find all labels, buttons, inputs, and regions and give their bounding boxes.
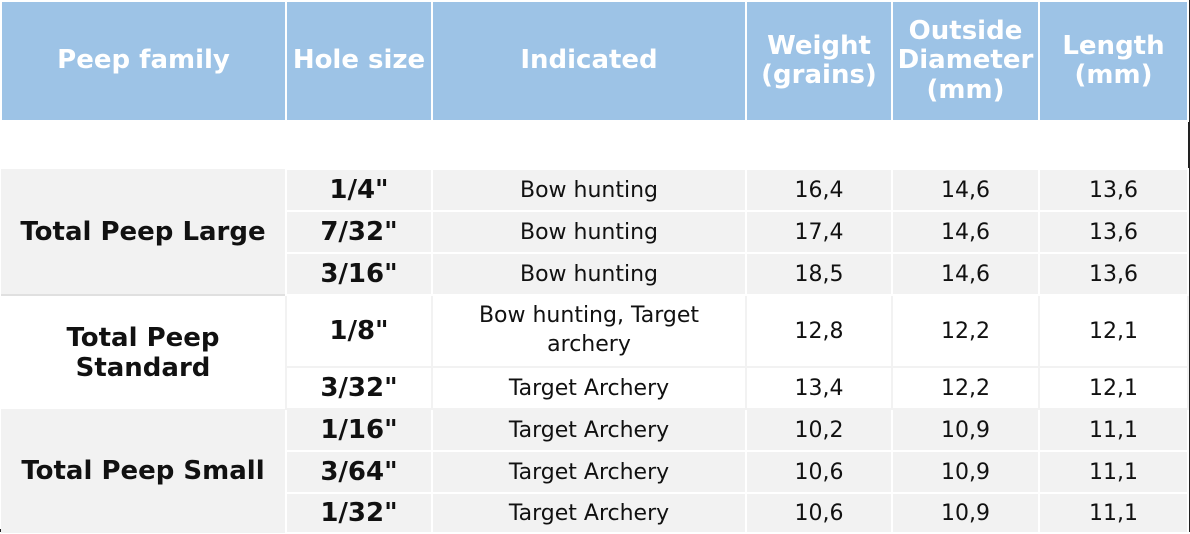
indicated-cell: Target Archery [431, 366, 747, 410]
weight-cell: 12,8 [745, 294, 893, 368]
length-cell: 13,6 [1038, 210, 1189, 254]
table-row: 7/32" Bow hunting 17,4 14,6 13,6 [1, 210, 1189, 254]
weight-cell: 18,5 [745, 252, 893, 296]
hole-size-cell: 1/16" [285, 408, 433, 452]
family-cell: Total Peep Large [1, 169, 287, 295]
weight-cell: 16,4 [745, 168, 893, 212]
header-length: Length (mm) [1038, 0, 1189, 122]
header-weight: Weight (grains) [745, 0, 893, 122]
header-hole-size: Hole size [285, 0, 433, 122]
table-row: 3/32" Target Archery 13,4 12,2 12,1 [1, 366, 1189, 410]
weight-cell: 10,6 [745, 450, 893, 494]
family-cell: Total Peep Standard [1, 294, 287, 409]
indicated-cell: Bow hunting [431, 210, 747, 254]
weight-cell: 10,6 [745, 492, 893, 534]
header-peep-family: Peep family [0, 0, 287, 122]
length-cell: 12,1 [1038, 366, 1189, 410]
indicated-cell: Bow hunting, Target archery [431, 294, 747, 368]
hole-size-cell: 1/4" [285, 168, 433, 212]
diameter-cell: 10,9 [891, 492, 1040, 534]
diameter-cell: 10,9 [891, 408, 1040, 452]
group-small: Total Peep Small 1/16" Target Archery 10… [1, 408, 1189, 534]
group-large: Total Peep Large 1/4" Bow hunting 16,4 1… [1, 168, 1189, 296]
header-row: Peep family Hole size Indicated Weight (… [0, 0, 1189, 122]
diameter-cell: 12,2 [891, 294, 1040, 368]
weight-cell: 10,2 [745, 408, 893, 452]
family-cell: Total Peep Small [1, 409, 287, 533]
indicated-cell: Bow hunting [431, 168, 747, 212]
length-cell: 13,6 [1038, 168, 1189, 212]
length-cell: 11,1 [1038, 492, 1189, 534]
hole-size-cell: 7/32" [285, 210, 433, 254]
table-row: Total Peep Standard 1/8" Bow hunting, Ta… [1, 294, 1189, 409]
diameter-cell: 10,9 [891, 450, 1040, 494]
hole-size-cell: 3/16" [285, 252, 433, 296]
indicated-cell: Target Archery [431, 492, 747, 534]
header-outside-diameter: Outside Diameter (mm) [891, 0, 1040, 122]
spacer-body [1, 121, 1188, 169]
hole-size-cell: 3/64" [285, 450, 433, 494]
length-cell: 11,1 [1038, 450, 1189, 494]
table-row: 1/32" Target Archery 10,6 10,9 11,1 [1, 492, 1189, 534]
length-cell: 11,1 [1038, 408, 1189, 452]
hole-size-cell: 3/32" [285, 366, 433, 410]
diameter-cell: 12,2 [891, 366, 1040, 410]
indicated-cell: Target Archery [431, 408, 747, 452]
spacer-row [1, 121, 1188, 169]
length-cell: 13,6 [1038, 252, 1189, 296]
hole-size-cell: 1/8" [285, 294, 433, 368]
header-indicated: Indicated [431, 0, 747, 122]
weight-cell: 17,4 [745, 210, 893, 254]
table-row: Total Peep Small 1/16" Target Archery 10… [1, 408, 1189, 533]
weight-cell: 13,4 [745, 366, 893, 410]
table-row: 3/16" Bow hunting 18,5 14,6 13,6 [1, 252, 1189, 296]
indicated-text: Bow hunting, Target archery [478, 303, 700, 357]
diameter-cell: 14,6 [891, 210, 1040, 254]
group-standard: Total Peep Standard 1/8" Bow hunting, Ta… [1, 294, 1189, 410]
table-row: 3/64" Target Archery 10,6 10,9 11,1 [1, 450, 1189, 494]
diameter-cell: 14,6 [891, 252, 1040, 296]
hole-size-cell: 1/32" [285, 492, 433, 534]
length-cell: 12,1 [1038, 294, 1189, 368]
indicated-cell: Target Archery [431, 450, 747, 494]
indicated-cell: Bow hunting [431, 252, 747, 296]
diameter-cell: 14,6 [891, 168, 1040, 212]
table-row: Total Peep Large 1/4" Bow hunting 16,4 1… [1, 168, 1189, 295]
